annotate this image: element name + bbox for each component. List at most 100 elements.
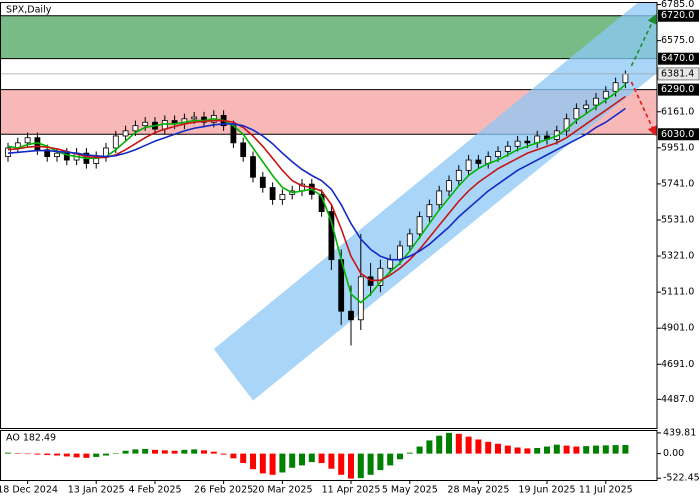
ao-bar	[103, 453, 109, 456]
candle-body	[465, 159, 472, 171]
ao-bar	[259, 453, 266, 474]
candle-body	[63, 152, 70, 161]
candle-body	[573, 108, 580, 120]
ao-bar	[54, 453, 60, 456]
ao-bar	[622, 445, 629, 454]
candle-body	[328, 211, 335, 261]
ao-bar	[240, 453, 247, 464]
ao-bar	[348, 453, 354, 479]
x-tick-label: 26 Feb 2025	[194, 485, 253, 496]
ao-bar	[612, 445, 619, 454]
y-tick-label: 6785.0	[661, 0, 694, 10]
ao-panel-border	[0, 430, 658, 481]
moving-average	[7, 107, 626, 261]
ao-bar	[132, 449, 139, 454]
ao-bar	[210, 451, 217, 454]
candle-body	[240, 142, 247, 157]
candle-body	[495, 151, 501, 157]
ao-bar	[63, 453, 70, 457]
candle-body	[54, 152, 60, 157]
y-tick-label: 5111.0	[661, 287, 694, 298]
x-tick-label: 19 Jun 2025	[518, 485, 575, 496]
price-panel-border	[0, 2, 658, 429]
level-label: 6030.0	[661, 129, 694, 140]
ao-bar	[573, 446, 580, 454]
y-tick-label: 5741.0	[661, 178, 694, 189]
ao-panel	[5, 432, 629, 479]
ao-bar	[142, 448, 149, 454]
y-tick-label: 4487.0	[661, 394, 694, 405]
ao-bar	[455, 433, 462, 454]
candle-body	[406, 233, 413, 247]
ao-bar	[504, 445, 511, 454]
ao-tick-label: 0.00	[663, 448, 684, 459]
ao-bar	[308, 453, 315, 463]
candle-body	[387, 259, 394, 269]
ao-bar	[426, 440, 433, 454]
ao-bar	[161, 450, 168, 454]
x-tick-label: 4 Feb 2025	[128, 485, 181, 496]
ao-bar	[553, 444, 560, 454]
ao-bar	[299, 453, 305, 466]
candle-body	[446, 180, 452, 192]
ao-bar	[279, 453, 286, 473]
forecast-arrow	[630, 81, 657, 137]
candle-body	[112, 135, 119, 149]
ao-bar	[436, 435, 443, 454]
ao-bar	[250, 453, 256, 470]
ao-bar	[181, 449, 188, 454]
candle-body	[563, 118, 570, 132]
ao-tick-label: 439.81	[663, 427, 696, 438]
candle-body	[583, 104, 590, 109]
ao-bar	[5, 452, 11, 454]
y-tick-label: 5951.0	[661, 142, 694, 153]
ao-bar	[230, 453, 237, 459]
ao-bar	[495, 443, 501, 454]
ao-bar	[534, 447, 541, 454]
last-price-label: 6381.4	[661, 68, 694, 79]
candle-body	[279, 193, 286, 200]
ao-bar	[338, 453, 345, 475]
candle-body	[602, 90, 609, 99]
ao-bar	[593, 445, 599, 454]
candle-body	[514, 140, 521, 147]
candle-body	[132, 125, 139, 132]
candle-body	[593, 97, 599, 106]
candle-body	[612, 82, 619, 92]
ao-bar	[122, 450, 129, 454]
ao-bar	[24, 453, 31, 455]
x-tick-label: 5 May 2025	[382, 485, 438, 496]
forecast-arrow	[630, 14, 657, 67]
y-tick-label: 5321.0	[661, 251, 694, 262]
candle-body	[367, 276, 374, 286]
level-label-box	[658, 83, 699, 96]
ao-bar	[289, 453, 296, 468]
candle-body	[142, 121, 149, 127]
candle-body	[269, 187, 276, 200]
ao-bar	[563, 445, 570, 454]
level-label: 6720.0	[661, 10, 694, 21]
level-label-box	[658, 128, 699, 141]
x-tick-label: 11 Apr 2025	[322, 485, 381, 496]
ao-bar	[406, 452, 413, 454]
y-tick-label: 5531.0	[661, 214, 694, 225]
ao-bar	[524, 448, 531, 454]
ao-bar	[602, 445, 609, 454]
x-tick-label: 13 Jan 2025	[68, 485, 125, 496]
y-tick-label: 4901.0	[661, 323, 694, 334]
x-tick-label: 18 Dec 2024	[0, 485, 58, 496]
candle-body	[436, 190, 443, 206]
price-panel	[0, 2, 657, 401]
ao-bar	[269, 453, 276, 475]
ao-bar	[34, 453, 41, 455]
candle-body	[377, 267, 384, 286]
x-tick-label: 11 Jul 2025	[579, 485, 633, 496]
candle-body	[357, 276, 364, 321]
y-tick-label: 4691.0	[661, 359, 694, 370]
y-tick-label: 6161.0	[661, 106, 694, 117]
candle-body	[524, 140, 531, 144]
candle-body	[455, 169, 462, 182]
candle-body	[622, 73, 629, 84]
